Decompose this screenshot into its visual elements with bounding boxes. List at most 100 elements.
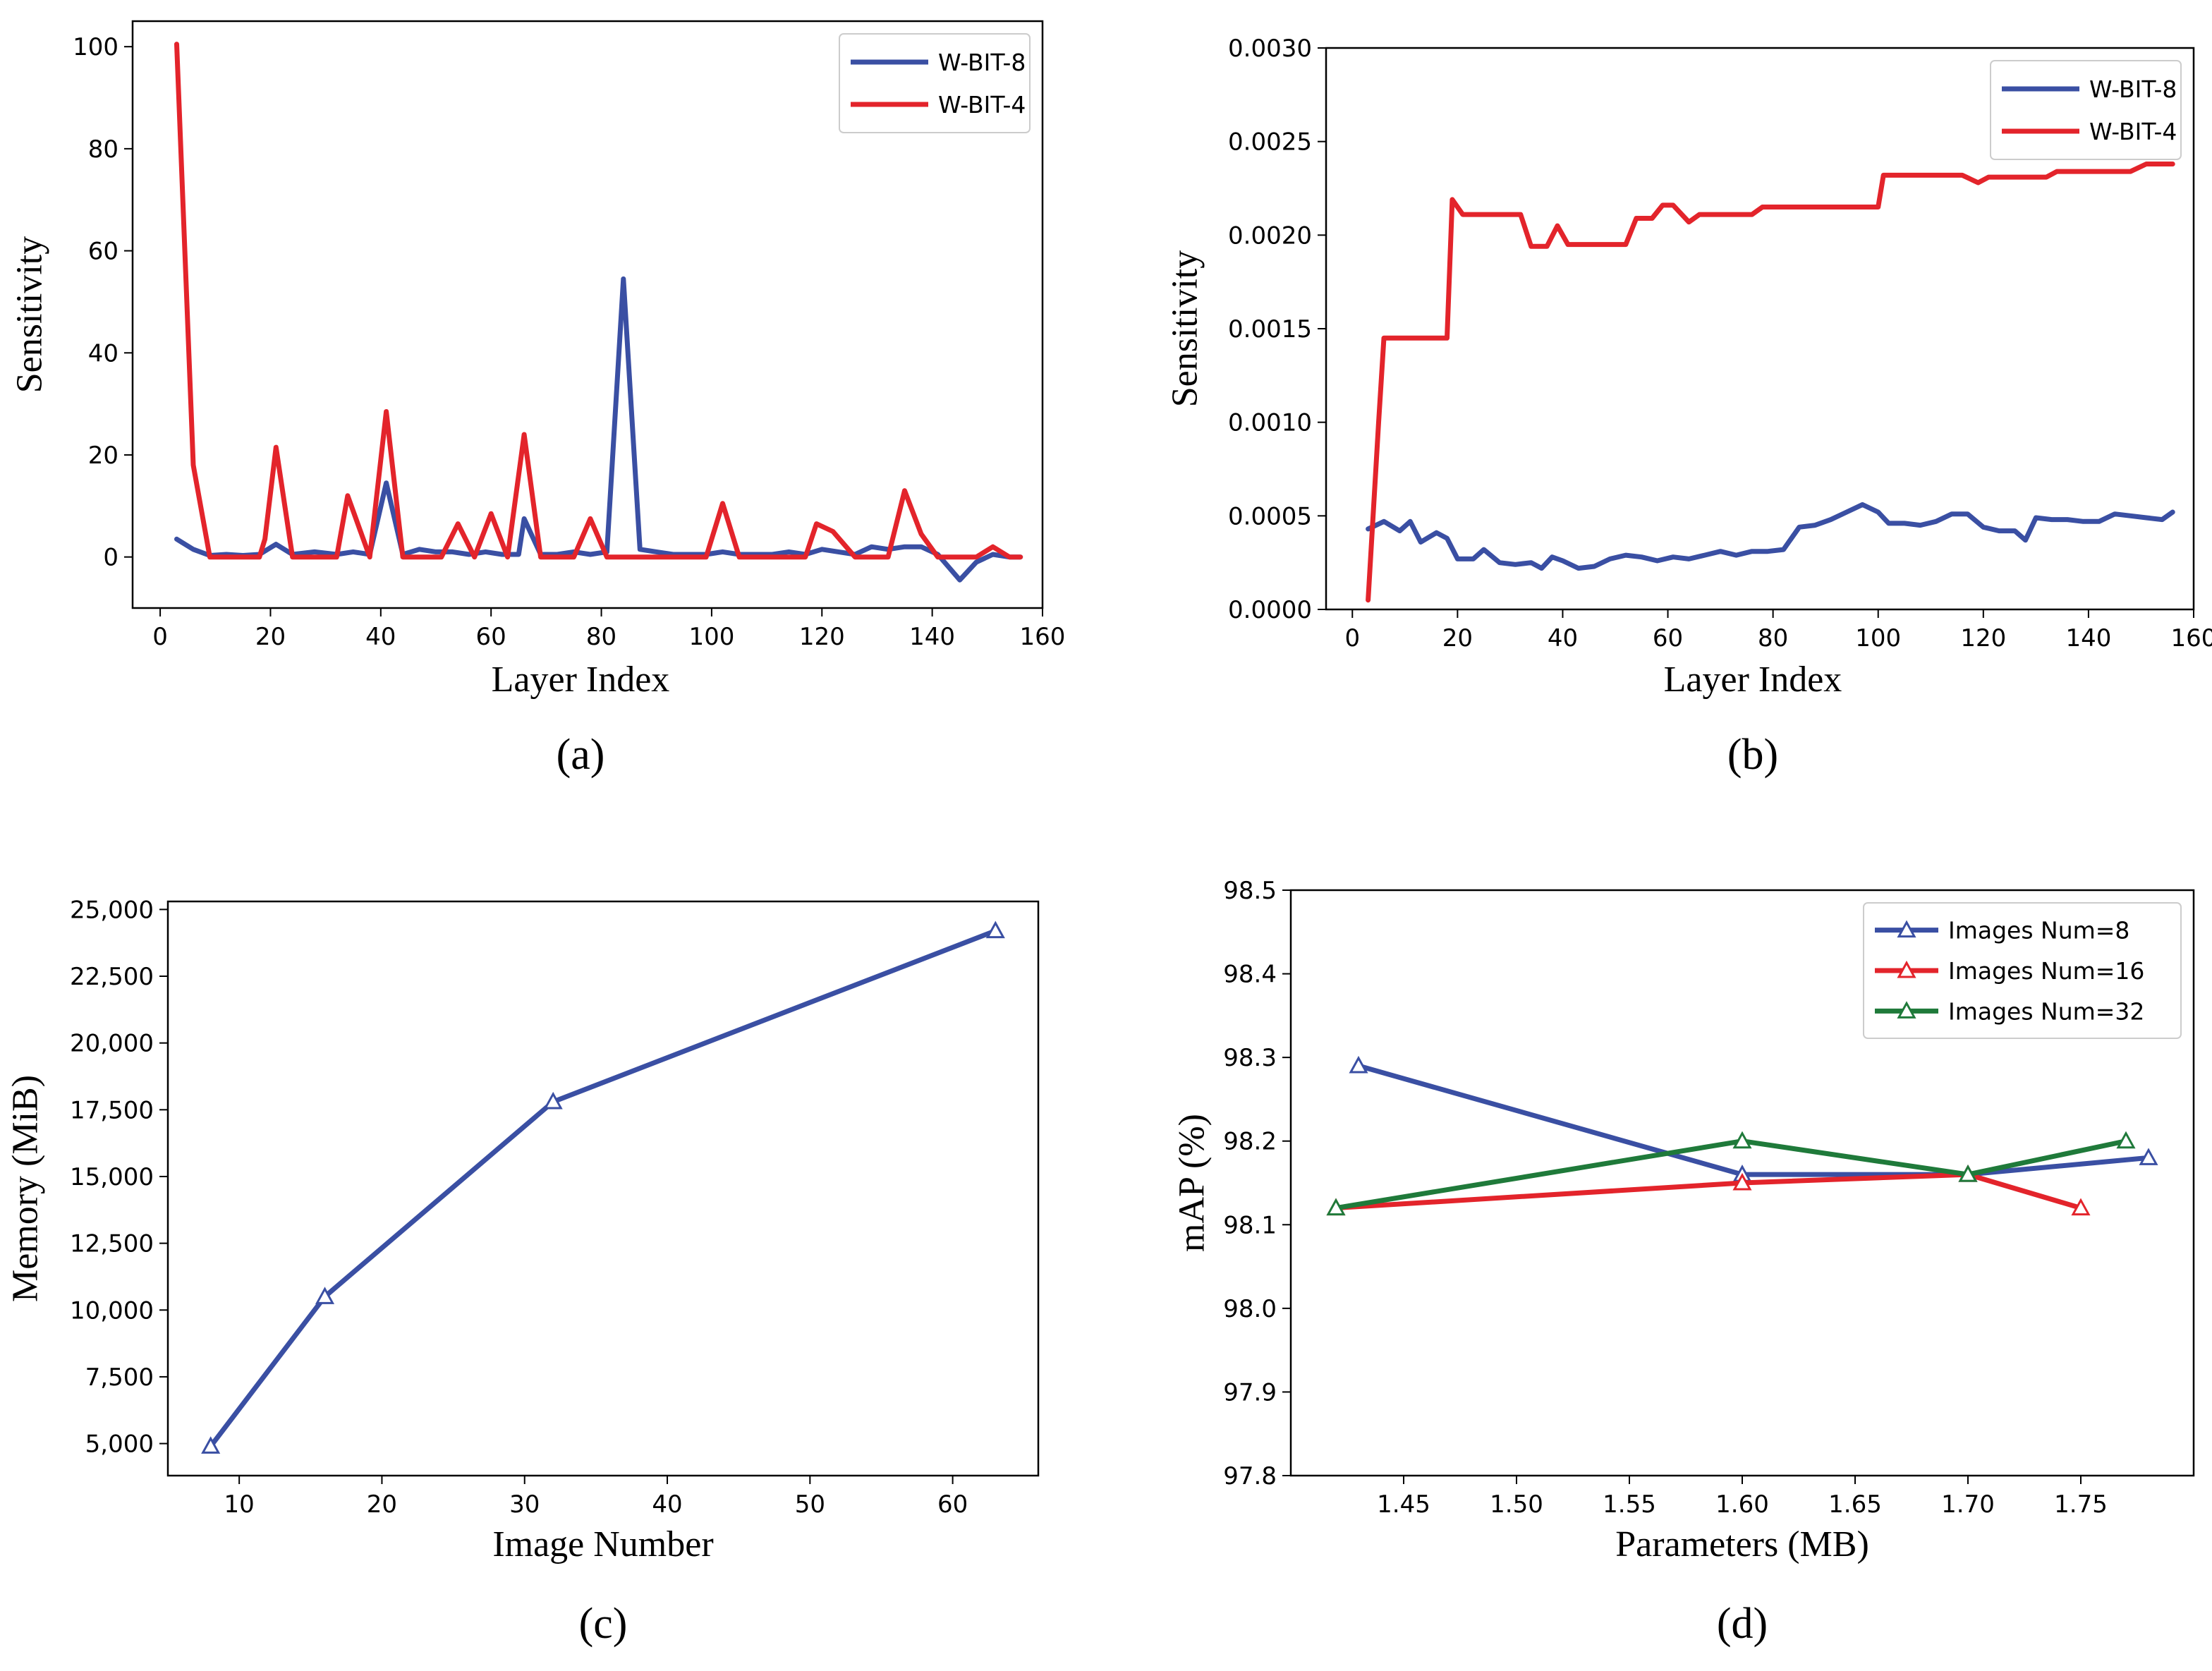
x-tick-label: 40 [1548,624,1578,652]
legend-label: W-BIT-8 [2089,75,2177,103]
series-line-1 [174,276,1023,583]
y-tick-label: 98.0 [1223,1295,1277,1323]
x-axis-label: Parameters (MB) [1615,1524,1869,1564]
chart-panel-1: 0 20 40 60 80 100 120 140 160 0 20 40 60 80 100 Layer I… [10,20,1066,779]
y-tick-label: 80 [88,135,119,164]
data-point [1326,1198,1346,1216]
plot-frame [131,20,1044,609]
x-tick-label: 0 [1344,624,1360,652]
chart-panel-4: 1.45 1.50 1.55 1.60 1.65 1.70 1.75 97.8 97.9 98.0… [1172,877,2195,1648]
legend-label: W-BIT-4 [938,91,1026,119]
y-axis-label: Sensitivity [1165,250,1205,407]
x-tick-label: 160 [2171,624,2212,652]
x-tick-label: 120 [799,623,845,651]
legend-label: Images Num=16 [1948,957,2144,985]
series-line-2 [1366,162,2175,603]
chart-panel-3: 10 20 30 40 50 60 5,000 7,500 10,000 12,500 15,000… [6,896,1040,1648]
x-tick-label: 1.70 [1941,1490,1995,1519]
panel-label: (d) [1717,1600,1768,1648]
y-tick-label: 98.5 [1223,877,1277,905]
y-tick-label: 60 [88,238,119,266]
y-tick-label: 0.0005 [1228,502,1312,530]
data-point [1958,1165,1978,1182]
x-tick-label: 140 [2065,624,2111,652]
plot-frame [1325,47,2195,611]
series-line-1 [208,928,998,1449]
y-tick-label: 0.0030 [1228,35,1312,63]
y-tick-label: 40 [88,339,119,367]
y-tick-label: 100 [73,33,119,61]
data-point [2139,1148,2158,1165]
panel-label: (a) [557,731,605,779]
y-tick-label: 98.1 [1223,1211,1277,1239]
data-point [2116,1131,2136,1149]
data-point [543,1091,563,1110]
y-tick-label: 0.0025 [1228,128,1312,157]
x-tick-label: 100 [688,623,734,651]
y-tick-label: 0.0015 [1228,315,1312,344]
y-tick-label: 5,000 [85,1430,154,1459]
y-tick-label: 15,000 [70,1163,154,1191]
x-tick-label: 0 [152,623,168,651]
x-tick-label: 40 [365,623,396,651]
y-tick-label: 22,500 [70,963,154,991]
panel-label: (c) [579,1600,628,1648]
x-tick-label: 20 [367,1490,397,1519]
data-point [1732,1131,1752,1149]
x-tick-label: 160 [1020,623,1066,651]
y-tick-label: 0.0020 [1228,221,1312,250]
x-tick-label: 10 [224,1490,255,1519]
x-axis-label: Image Number [492,1524,713,1564]
legend-marker [1897,920,1916,938]
x-tick-label: 60 [476,623,506,651]
y-tick-label: 17,500 [70,1096,154,1124]
panel-label: (b) [1727,731,1778,779]
x-tick-label: 20 [1442,624,1473,652]
data-point [2071,1198,2091,1216]
x-tick-label: 60 [1653,624,1683,652]
y-axis-label: Sensitivity [10,236,50,393]
x-tick-label: 140 [909,623,955,651]
x-tick-label: 1.45 [1377,1490,1430,1519]
legend-marker [1897,1001,1916,1019]
x-tick-label: 120 [1960,624,2006,652]
data-point [1349,1055,1368,1074]
data-point [201,1436,221,1454]
x-axis-label: Layer Index [492,660,670,700]
x-tick-label: 1.65 [1828,1490,1882,1519]
x-tick-label: 1.50 [1490,1490,1543,1519]
y-axis-label: Memory (MiB) [6,1075,46,1302]
y-tick-label: 97.8 [1223,1462,1277,1490]
x-tick-label: 1.60 [1715,1490,1769,1519]
x-tick-label: 50 [795,1490,825,1519]
x-tick-label: 20 [255,623,286,651]
x-tick-label: 100 [1855,624,1901,652]
y-tick-label: 20 [88,442,119,470]
data-point [985,920,1005,939]
y-axis-label: mAP (%) [1172,1114,1213,1252]
x-tick-label: 1.75 [2054,1490,2108,1519]
y-tick-label: 97.9 [1223,1378,1277,1406]
y-tick-label: 12,500 [70,1230,154,1258]
chart-panel-2: 0 20 40 60 80 100 120 140 160 0.0000 0.0005 0.0010 0… [1165,35,2212,779]
x-tick-label: 30 [509,1490,540,1519]
series-line-2 [174,42,1023,560]
series-line-1 [1356,1063,2151,1177]
x-tick-label: 40 [652,1490,682,1519]
legend-label: W-BIT-4 [2089,118,2177,145]
legend-box [839,33,1031,133]
plot-frame [1289,889,2195,1477]
legend-box [1863,902,2182,1039]
plot-frame [166,900,1040,1477]
x-tick-label: 60 [937,1490,968,1519]
x-tick-label: 1.55 [1603,1490,1656,1519]
series-line-2 [1333,1172,2084,1211]
data-point [1732,1172,1752,1191]
legend-label: Images Num=32 [1948,997,2144,1025]
y-tick-label: 0.0000 [1228,596,1312,624]
x-axis-label: Layer Index [1664,660,1842,700]
x-tick-label: 80 [586,623,616,651]
series-line-1 [1366,502,2175,571]
legend-label: Images Num=8 [1948,917,2129,944]
